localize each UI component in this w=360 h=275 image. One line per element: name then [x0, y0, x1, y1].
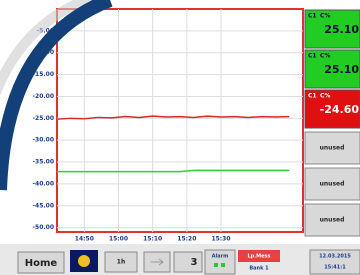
channel-value: 25.10 — [324, 23, 359, 36]
count-label: 3 — [191, 257, 198, 268]
alarm-label: Alarm — [212, 254, 229, 260]
x-tick-label: 15:20 — [177, 236, 196, 243]
message-label: Lp.Mess — [248, 254, 271, 260]
y-tick-label: -35.00 — [33, 159, 54, 166]
x-tick-label: 14:50 — [75, 236, 94, 243]
y-tick-label: -40.00 — [33, 180, 54, 187]
count-button[interactable] — [174, 252, 202, 272]
x-tick-label: 15:10 — [143, 236, 162, 243]
x-tick-label: 15:30 — [211, 236, 230, 243]
channel-name: C1 — [308, 13, 317, 20]
y-tick-label: -30.00 — [33, 137, 54, 144]
channel-name: C1 — [308, 53, 317, 60]
screen: -5.00-10.00-15.00-20.00-25.00-30.00-35.0… — [0, 0, 360, 275]
time-label: 15:41:1 — [324, 265, 346, 271]
alarm-led — [221, 263, 225, 267]
bank-label: Bank 1 — [249, 266, 269, 272]
channel-unit: C% — [320, 93, 330, 100]
side-button-label: unused — [320, 145, 345, 152]
channel-value: 25.10 — [324, 63, 359, 76]
y-tick-label: -25.00 — [33, 115, 54, 122]
y-tick-label: -45.00 — [33, 202, 54, 209]
range-label: 1h — [117, 259, 125, 266]
channel-name: C1 — [308, 93, 317, 100]
channel-value: -24.60 — [320, 103, 360, 116]
plot-frame — [57, 9, 303, 232]
channel-unit: C% — [320, 53, 330, 60]
page: {"chart_data":{"type":"line", "x":[882,8… — [0, 0, 360, 275]
side-button-label: unused — [320, 181, 345, 188]
y-tick-label: -20.00 — [33, 93, 54, 100]
alarm-led — [214, 263, 218, 267]
x-tick-label: 15:00 — [109, 236, 128, 243]
nav-icon-dot — [78, 255, 90, 267]
y-tick-label: -15.00 — [33, 71, 54, 78]
home-label: Home — [25, 258, 58, 269]
y-tick-label: -50.00 — [33, 224, 54, 231]
channel-unit: C% — [320, 13, 330, 20]
date-label: 12.03.2015 — [319, 254, 351, 260]
side-button-label: unused — [320, 217, 345, 224]
